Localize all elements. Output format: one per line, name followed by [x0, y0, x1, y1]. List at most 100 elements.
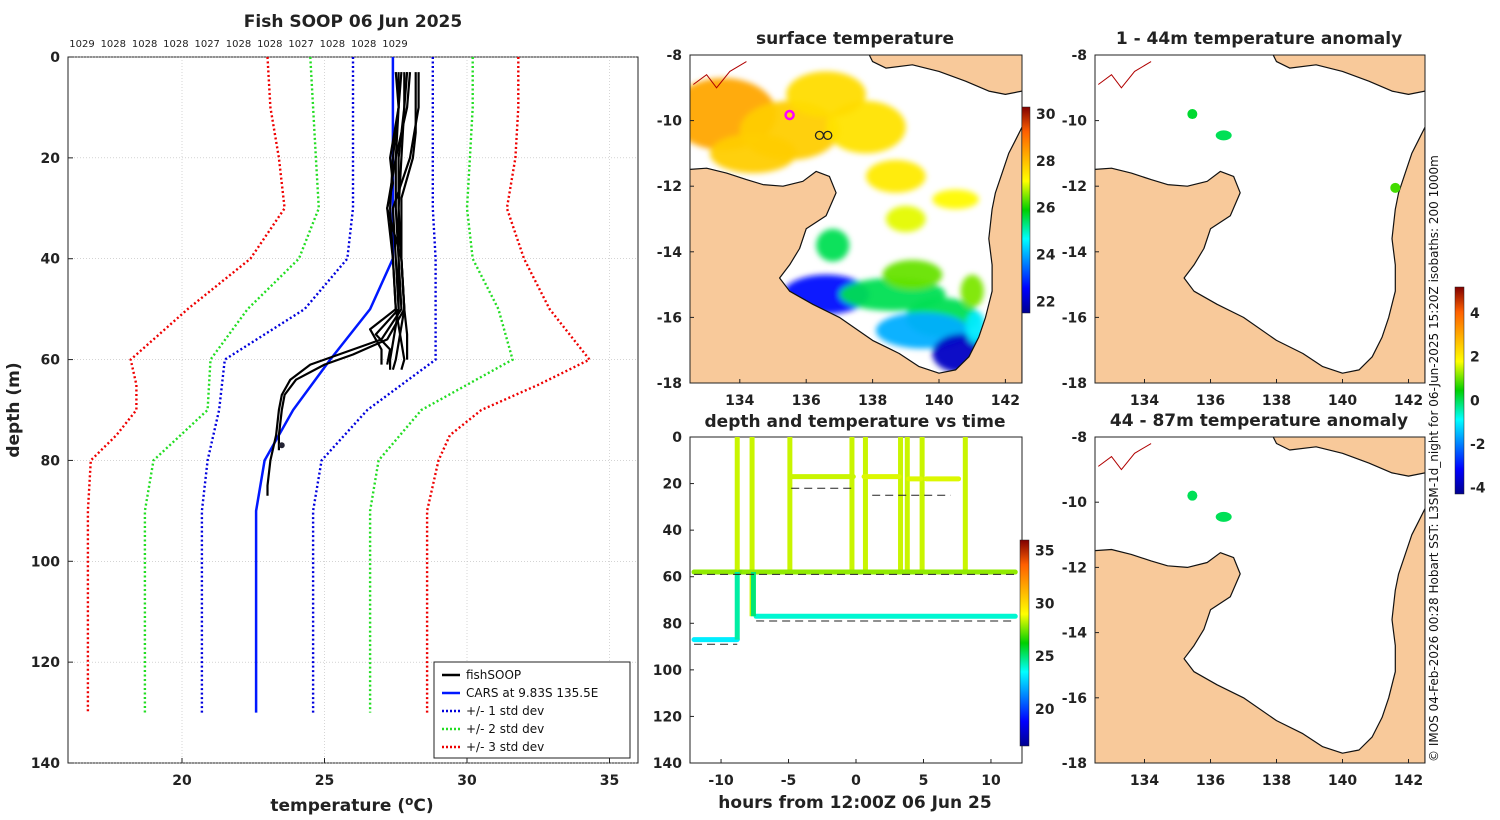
- profile-ytick-4: 80: [41, 453, 61, 469]
- sst-ytick-2: -12: [657, 179, 682, 195]
- anom2-ytick-4: -16: [1062, 691, 1087, 707]
- profile-axes: [67, 56, 639, 764]
- land-polygon-0: [1095, 126, 1425, 383]
- anom1Pts-point-0: [1187, 109, 1198, 120]
- fishsoop-cast-7: [400, 72, 417, 360]
- reef-outline: [693, 61, 747, 89]
- ts-ytick-3: 60: [663, 570, 683, 586]
- density-label-8: 1028: [320, 39, 345, 50]
- density-label-3: 1028: [163, 39, 188, 50]
- fishsoop-cast-1: [277, 72, 409, 451]
- density-label-7: 1027: [288, 39, 313, 50]
- sst-cbar-tick-2: 26: [1036, 201, 1055, 217]
- profile-ytick-6: 120: [31, 655, 60, 671]
- sst-ytick-3: -14: [657, 245, 683, 261]
- ts-xtick-2: 0: [851, 773, 861, 789]
- profile-ylabel: depth (m): [4, 362, 24, 457]
- profile-title: Fish SOOP 06 Jun 2025: [244, 12, 462, 32]
- anom2Pts-point-1: [1215, 511, 1232, 522]
- reef-outline: [1098, 443, 1152, 471]
- density-label-1: 1028: [101, 39, 126, 50]
- anom1-ytick-0: -8: [1071, 48, 1087, 64]
- ts-ytick-2: 40: [663, 523, 683, 539]
- anom1-ytick-2: -12: [1062, 179, 1087, 195]
- anom2-ytick-1: -10: [1062, 495, 1088, 511]
- sst-patch-7: [932, 189, 979, 210]
- land-polygon-0: [1095, 508, 1425, 763]
- anom1-xtick-4: 142: [1394, 393, 1423, 409]
- timeseries-panel: depth and temperature vs time -10 -5 0 5 100…: [653, 412, 1055, 813]
- density-label-4: 1027: [194, 39, 219, 50]
- reef-outline: [1098, 61, 1152, 89]
- ts-ytick-5: 100: [653, 663, 682, 679]
- anom1-xtick-2: 138: [1262, 393, 1291, 409]
- anomaly-cbar-tick-2: 0: [1470, 393, 1480, 409]
- sst-ytick-0: -8: [666, 48, 682, 64]
- std1-high-line: [311, 57, 437, 713]
- density-label-5: 1028: [226, 39, 251, 50]
- fishsoop-cast-5: [374, 72, 406, 365]
- anom1Pts-point-2: [1390, 182, 1401, 193]
- profile-xtick-0: 20: [172, 773, 192, 789]
- ts-xtick-4: 10: [981, 773, 1001, 789]
- ts-xtick-1: -5: [781, 773, 797, 789]
- anom2-ytick-5: -18: [1062, 756, 1087, 772]
- land-polygon-1: [868, 55, 1022, 95]
- std3-low-line: [86, 56, 286, 713]
- std2-high-line: [368, 57, 515, 713]
- density-label-0: 1029: [69, 39, 94, 50]
- cars-point-marker: [278, 442, 285, 449]
- anomaly-cbar-tick-0: -4: [1470, 480, 1486, 496]
- sst-patch-15: [960, 274, 984, 308]
- sst-xtick-4: 142: [991, 393, 1020, 409]
- anom2-land: [1095, 437, 1425, 763]
- sst-cbar-tick-0: 22: [1036, 294, 1055, 310]
- sst-panel: surface temperature 134 136 138 140 142 -8 -10…: [657, 29, 1056, 409]
- anom2-title: 44 - 87m temperature anomaly: [1110, 411, 1408, 431]
- profile-ytick-2: 40: [41, 252, 61, 268]
- anom1-ytick-1: -10: [1062, 114, 1088, 130]
- anom2-xtick-3: 140: [1328, 773, 1357, 789]
- ts-cbar-tick-2: 30: [1035, 596, 1055, 612]
- fishsoop-cast-0: [266, 72, 403, 496]
- timeseries-xlabel: hours from 12:00Z 06 Jun 25: [718, 793, 991, 813]
- fishsoop-cast-3: [389, 72, 420, 370]
- ts-cbar-tick-1: 25: [1035, 649, 1054, 665]
- fishsoop-cast-6: [369, 72, 400, 365]
- anom1-xtick-0: 134: [1130, 393, 1159, 409]
- land-polygon-1: [1272, 437, 1425, 477]
- profile-xtick-2: 30: [457, 773, 477, 789]
- sst-cbar-tick-1: 24: [1036, 247, 1056, 263]
- anom1-ytick-3: -14: [1062, 245, 1088, 261]
- ts-xtick-3: 5: [919, 773, 929, 789]
- sst-xtick-3: 140: [924, 393, 953, 409]
- profile-ytick-7: 140: [31, 756, 60, 772]
- anom2Pts-point-0: [1187, 490, 1198, 501]
- credit-text: © IMOS 04-Feb-2026 00:28 Hobart SST: L3S…: [1427, 155, 1441, 762]
- anom2-xtick-1: 136: [1196, 773, 1225, 789]
- std3-high-line: [425, 57, 592, 713]
- sst-cast-location: [784, 109, 795, 121]
- sst-cbar-tick-4: 30: [1036, 107, 1056, 123]
- legend-fishsoop: fishSOOP: [466, 668, 521, 682]
- anom1-panel: 1 - 44m temperature anomaly 134 136 138 140…: [1062, 29, 1426, 409]
- std1-low-line: [200, 57, 355, 713]
- anom1-xtick-3: 140: [1328, 393, 1357, 409]
- density-label-9: 1028: [351, 39, 376, 50]
- profile-ytick-1: 20: [41, 151, 61, 167]
- anom2-ytick-3: -14: [1062, 626, 1088, 642]
- timeseries-title: depth and temperature vs time: [705, 412, 1006, 432]
- ts-ytick-1: 20: [663, 477, 683, 493]
- anom2-xtick-2: 138: [1262, 773, 1291, 789]
- sst-blobs: [690, 71, 993, 374]
- std2-low-line: [143, 56, 321, 713]
- legend-cars: CARS at 9.83S 135.5E: [466, 686, 598, 700]
- anom2-panel: 44 - 87m temperature anomaly 134 136 138 14…: [1062, 411, 1426, 789]
- anom1-ytick-4: -16: [1062, 310, 1087, 326]
- sst-ytick-4: -16: [657, 310, 682, 326]
- land-polygon-1: [1272, 55, 1425, 95]
- density-label-2: 1028: [132, 39, 157, 50]
- land-polygon-0: [690, 126, 1022, 383]
- profile-legend: fishSOOP CARS at 9.83S 135.5E +/- 1 std …: [433, 661, 631, 759]
- sst-patch-3: [709, 133, 797, 174]
